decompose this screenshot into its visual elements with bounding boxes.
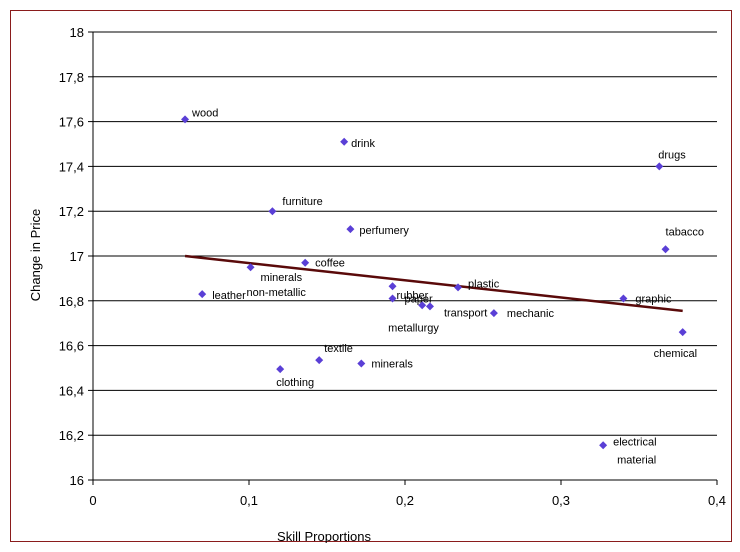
y-tick-label: 16,8 bbox=[59, 294, 84, 309]
data-point bbox=[425, 302, 434, 311]
data-points bbox=[181, 115, 687, 450]
data-point bbox=[388, 282, 397, 291]
data-point bbox=[655, 162, 664, 171]
y-tick-label: 17,4 bbox=[59, 159, 84, 174]
data-point bbox=[489, 309, 498, 318]
point-label: clothing bbox=[276, 377, 314, 389]
y-tick-label: 17,8 bbox=[59, 70, 84, 85]
y-tick-label: 16 bbox=[70, 473, 84, 488]
point-label: non-metallic bbox=[247, 287, 307, 299]
x-axis-title: Skill Proportions bbox=[277, 529, 371, 543]
point-label: minerals bbox=[371, 359, 413, 371]
data-point bbox=[198, 290, 207, 299]
point-label: paper bbox=[405, 294, 433, 306]
x-tick-label: 0,4 bbox=[708, 493, 726, 508]
point-label: coffee bbox=[315, 258, 345, 270]
y-axis-title: Change in Price bbox=[28, 209, 43, 302]
trendline bbox=[184, 254, 683, 313]
y-tick-label: 17 bbox=[70, 249, 84, 264]
y-tick-label: 17,2 bbox=[59, 204, 84, 219]
x-tick-label: 0,1 bbox=[240, 493, 258, 508]
data-point bbox=[268, 207, 277, 216]
axes bbox=[88, 31, 718, 485]
point-label: graphic bbox=[635, 294, 672, 306]
data-point bbox=[357, 359, 366, 368]
point-label: plastic bbox=[468, 278, 500, 290]
point-label: metallurgy bbox=[388, 322, 439, 334]
point-label: minerals bbox=[261, 272, 303, 284]
data-point bbox=[246, 263, 255, 272]
y-tick-label: 16,6 bbox=[59, 339, 84, 354]
data-point bbox=[599, 441, 608, 450]
point-label: drugs bbox=[658, 149, 686, 161]
data-point bbox=[276, 365, 285, 374]
x-tick-label: 0 bbox=[89, 493, 96, 508]
point-label: furniture bbox=[282, 196, 322, 208]
data-point bbox=[346, 225, 355, 234]
point-label: chemical bbox=[654, 348, 697, 360]
point-labels: wood drink drugs furniture perfumery tabacco c… bbox=[191, 107, 704, 466]
x-tick-label: 0,2 bbox=[396, 493, 414, 508]
point-label: material bbox=[617, 454, 656, 466]
point-label: perfumery bbox=[359, 225, 409, 237]
data-point bbox=[301, 258, 310, 267]
data-point bbox=[181, 115, 190, 124]
x-tick-label: 0,3 bbox=[552, 493, 570, 508]
y-tick-label: 17,6 bbox=[59, 115, 84, 130]
point-label: wood bbox=[191, 107, 218, 119]
point-label: tabacco bbox=[666, 226, 705, 238]
data-point bbox=[418, 301, 427, 310]
chart-frame: 16 16,2 16,4 16,6 16,8 17 17,2 17,4 17,6 17,8 18 0 0… bbox=[10, 10, 732, 543]
y-tick-label: 16,2 bbox=[59, 428, 84, 443]
point-label: mechanic bbox=[507, 308, 555, 320]
data-point bbox=[454, 283, 463, 292]
data-point bbox=[661, 245, 670, 254]
point-label: textile bbox=[324, 343, 353, 355]
y-tick-label: 18 bbox=[70, 25, 84, 40]
data-point bbox=[388, 294, 397, 303]
trendline-line bbox=[184, 254, 683, 313]
point-label: electrical bbox=[613, 436, 656, 448]
data-point bbox=[340, 137, 349, 146]
grid-lines bbox=[93, 31, 717, 436]
scatter-chart: 16 16,2 16,4 16,6 16,8 17 17,2 17,4 17,6 17,8 18 0 0… bbox=[28, 25, 726, 543]
tick-labels: 16 16,2 16,4 16,6 16,8 17 17,2 17,4 17,6 17,8 18 0 0… bbox=[59, 25, 726, 508]
point-label: rubber bbox=[397, 290, 429, 302]
data-point bbox=[619, 294, 628, 303]
data-point bbox=[678, 328, 687, 337]
point-label: transport bbox=[444, 307, 487, 319]
y-tick-label: 16,4 bbox=[59, 383, 84, 398]
point-label: drink bbox=[351, 138, 375, 150]
point-label: leather bbox=[212, 290, 246, 302]
data-point bbox=[315, 356, 324, 365]
